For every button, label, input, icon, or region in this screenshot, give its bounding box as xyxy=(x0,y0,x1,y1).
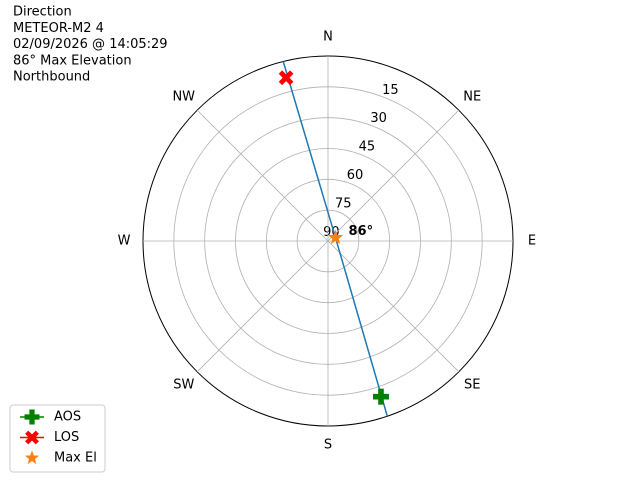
theta-tick-label: NW xyxy=(172,89,195,104)
r-tick-label: 15 xyxy=(382,83,399,98)
marker-plus xyxy=(24,409,40,425)
title-line: 86° Max Elevation xyxy=(13,53,132,68)
grid-spoke xyxy=(327,240,460,373)
title-line: Direction xyxy=(13,5,72,20)
grid-spoke xyxy=(196,240,329,373)
title-line: Northbound xyxy=(13,70,90,85)
r-tick-label: 75 xyxy=(335,197,352,212)
marker-star xyxy=(327,229,344,245)
theta-tick-label: S xyxy=(324,438,332,453)
marker-star xyxy=(24,450,40,465)
legend-label: LOS xyxy=(54,430,79,445)
theta-tick-label: E xyxy=(528,234,536,249)
r-tick-label: 30 xyxy=(370,111,387,126)
theta-tick-label: SE xyxy=(464,378,480,393)
legend-label: AOS xyxy=(54,410,81,425)
grid-spoke xyxy=(327,109,460,242)
title-line: 02/09/2026 @ 14:05:29 xyxy=(13,37,168,52)
legend: AOS LOS Max El xyxy=(9,404,106,473)
annotation: 86° xyxy=(349,224,374,239)
theta-tick-label: SW xyxy=(173,378,194,393)
r-tick-label: 60 xyxy=(347,168,364,183)
title-line: METEOR-M2 4 xyxy=(13,21,104,36)
marker-x xyxy=(25,430,39,445)
r-tick-label: 45 xyxy=(359,140,376,155)
theta-tick-label: N xyxy=(323,30,333,45)
marker-x xyxy=(278,70,294,86)
legend-label: Max El xyxy=(54,451,97,466)
grid-spoke xyxy=(196,109,329,242)
theta-tick-label: NE xyxy=(463,89,481,104)
marker-plus xyxy=(372,388,389,405)
theta-tick-label: W xyxy=(118,234,131,249)
